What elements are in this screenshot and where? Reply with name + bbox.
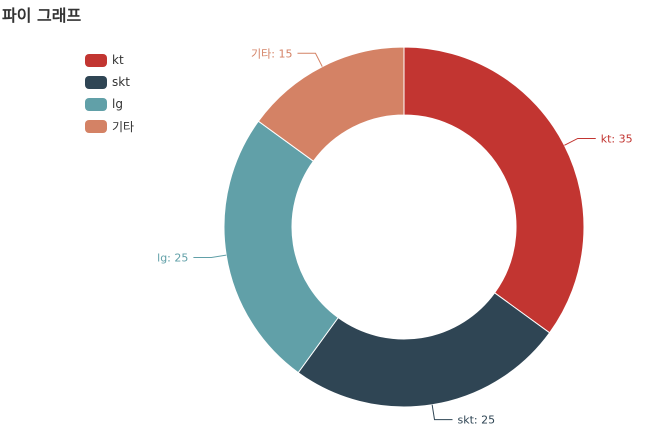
legend-item-skt[interactable]: skt bbox=[85, 71, 134, 93]
slice-kt[interactable] bbox=[403, 46, 585, 334]
label-line-kt bbox=[564, 137, 596, 146]
legend-swatch-skt bbox=[85, 75, 107, 89]
legend-swatch-kt bbox=[85, 53, 107, 67]
slice-skt[interactable] bbox=[297, 292, 551, 408]
data-label-kt: kt: 35 bbox=[601, 132, 633, 145]
legend-label-other: 기타 bbox=[112, 119, 135, 134]
legend-swatch-other bbox=[85, 119, 107, 133]
legend-label-kt: kt bbox=[112, 53, 124, 67]
slice-lg[interactable] bbox=[223, 120, 339, 374]
legend-item-other[interactable]: 기타 bbox=[85, 115, 134, 137]
legend-item-kt[interactable]: kt bbox=[85, 49, 134, 71]
chart-title: 파이 그래프 bbox=[2, 6, 82, 25]
label-line-other bbox=[297, 52, 323, 67]
label-line-skt bbox=[431, 404, 453, 421]
data-label-skt: skt: 25 bbox=[458, 414, 496, 427]
data-label-other: 기타: 15 bbox=[251, 47, 292, 60]
legend-swatch-lg bbox=[85, 97, 107, 111]
slice-other[interactable] bbox=[257, 46, 405, 162]
legend-label-skt: skt bbox=[112, 75, 130, 89]
legend-label-lg: lg bbox=[112, 97, 123, 111]
label-line-lg bbox=[193, 254, 227, 259]
legend-item-lg[interactable]: lg bbox=[85, 93, 134, 115]
legend: kt skt lg 기타 bbox=[85, 49, 134, 137]
data-label-lg: lg: 25 bbox=[157, 252, 188, 265]
